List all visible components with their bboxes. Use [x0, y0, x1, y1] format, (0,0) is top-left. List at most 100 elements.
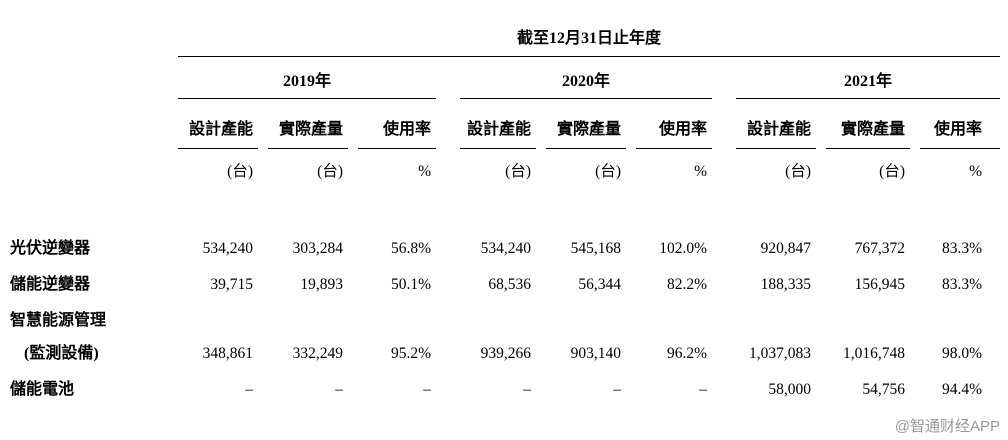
column-gap: [626, 335, 636, 371]
column-gap: [626, 99, 636, 149]
column-gap: [536, 371, 546, 407]
column-gap: [348, 335, 358, 371]
group-gap: [712, 266, 736, 302]
cell-value: 98.0%: [942, 345, 983, 362]
column-gap: [536, 230, 546, 266]
column-gap: [626, 149, 636, 187]
group-gap: [436, 266, 460, 302]
cell-value: 767,372: [854, 240, 905, 257]
col-header-designed-capacity: 設計產能: [736, 98, 816, 149]
capacity-utilization-table: 截至12月31日止年度 2019年 2020年 2021年 設計產能 實際產量 …: [8, 10, 1001, 407]
cell-value: –: [699, 381, 707, 398]
cell-value: 188,335: [760, 276, 811, 293]
cell-value: 56,344: [578, 276, 621, 293]
cell-value: 19,893: [300, 276, 343, 293]
column-gap: [816, 335, 826, 371]
group-gap: [436, 371, 460, 407]
col-header-actual-output: 實際產量: [826, 98, 910, 149]
column-gap: [910, 99, 920, 149]
group-gap: [712, 230, 736, 266]
table-row: 儲能逆變器 39,715 19,893 50.1% 68,536 56,344 82.2% 1…: [8, 266, 1000, 302]
cell-value: 50.1%: [390, 276, 431, 293]
group-gap: [712, 335, 736, 371]
cell-value: 39,715: [210, 276, 253, 293]
unit-label: %: [969, 163, 983, 180]
column-gap: [910, 335, 920, 371]
table-row: (監測設備) 348,861 332,249 95.2% 939,266 903,140 9…: [8, 335, 1000, 371]
cell-value: 332,249: [292, 345, 343, 362]
column-gap: [816, 99, 826, 149]
group-gap: [436, 335, 460, 371]
column-gap: [816, 230, 826, 266]
column-gap: [910, 230, 920, 266]
unit-row: (台) (台) % (台) (台) % (台) (台) %: [8, 149, 1000, 187]
group-gap: [712, 57, 736, 99]
col-header-actual-output: 實際產量: [268, 98, 348, 149]
column-gap: [816, 149, 826, 187]
column-gap: [626, 266, 636, 302]
table-row: 光伏逆變器 534,240 303,284 56.8% 534,240 545,168 10…: [8, 230, 1000, 266]
year-header-2019: 2019年: [178, 56, 436, 99]
column-gap: [348, 230, 358, 266]
column-gap: [348, 149, 358, 187]
group-gap: [436, 99, 460, 149]
cell-value: 348,861: [202, 345, 253, 362]
group-gap: [712, 371, 736, 407]
cell-value: 303,284: [292, 240, 343, 257]
cell-value: 96.2%: [666, 345, 707, 362]
cell-value: 1,016,748: [843, 345, 905, 362]
row-label: (監測設備): [24, 345, 99, 362]
unit-label: (台): [317, 163, 343, 180]
col-header-designed-capacity: 設計產能: [460, 98, 536, 149]
watermark: @智通财经APP: [894, 418, 1000, 435]
cell-value: 534,240: [202, 240, 253, 257]
col-header-utilization: 使用率: [636, 98, 712, 149]
unit-label: %: [694, 163, 707, 180]
group-gap: [436, 230, 460, 266]
cell-value: 545,168: [570, 240, 621, 257]
unit-row-spacer: [8, 149, 178, 187]
cell-value: 156,945: [854, 276, 905, 293]
cell-value: 903,140: [570, 345, 621, 362]
cell-value: 58,000: [768, 381, 811, 398]
cell-value: 534,240: [480, 240, 531, 257]
column-gap: [258, 230, 268, 266]
vertical-spacer-cell: [8, 186, 1000, 230]
column-gap: [258, 371, 268, 407]
cell-value: 54,756: [862, 381, 905, 398]
cell-value: 83.3%: [942, 276, 983, 293]
vertical-spacer: [8, 186, 1000, 230]
col-header-actual-output: 實際產量: [546, 98, 626, 149]
column-gap: [258, 335, 268, 371]
cell-value: 920,847: [760, 240, 811, 257]
unit-label: (台): [227, 163, 253, 180]
cell-value: 102.0%: [659, 240, 707, 257]
column-gap: [816, 266, 826, 302]
cell-value: 68,536: [488, 276, 531, 293]
column-gap: [910, 266, 920, 302]
column-gap: [258, 149, 268, 187]
cell-value: 83.3%: [942, 240, 983, 257]
cell-value: 82.2%: [666, 276, 707, 293]
row-label: 儲能電池: [10, 381, 75, 398]
unit-label: (台): [595, 163, 621, 180]
cell-value: –: [523, 381, 531, 398]
table-body: 光伏逆變器 534,240 303,284 56.8% 534,240 545,168 10…: [8, 230, 1000, 407]
column-gap: [910, 149, 920, 187]
column-gap: [910, 371, 920, 407]
year-header-2020: 2020年: [460, 56, 712, 99]
column-gap: [536, 149, 546, 187]
column-gap: [536, 99, 546, 149]
col-header-designed-capacity: 設計產能: [178, 98, 258, 149]
unit-label: (台): [785, 163, 811, 180]
column-gap: [348, 99, 358, 149]
column-gap: [626, 371, 636, 407]
group-gap: [436, 149, 460, 187]
title-row: 截至12月31日止年度: [8, 10, 1001, 57]
group-gap: [712, 149, 736, 187]
column-gap: [536, 266, 546, 302]
col-header-utilization: 使用率: [920, 98, 1001, 149]
unit-label: (台): [879, 163, 905, 180]
cell-value: 95.2%: [390, 345, 431, 362]
group-gap: [712, 99, 736, 149]
